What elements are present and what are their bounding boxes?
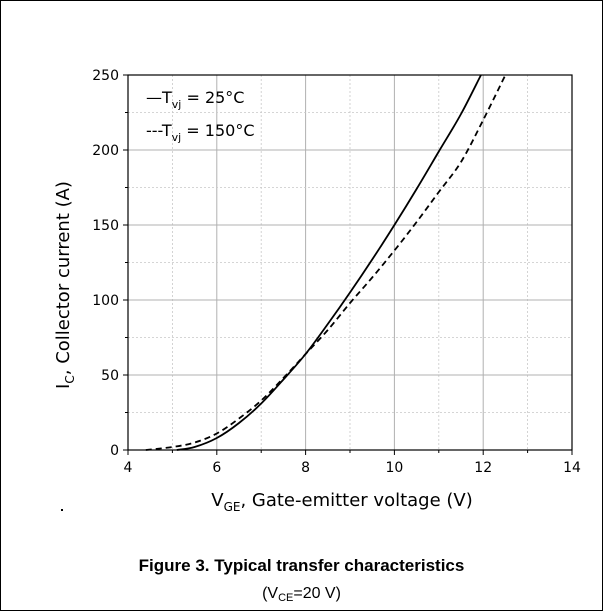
legend-entry-150c: ---Tvj = 150°C	[146, 121, 255, 144]
x-tick-label: 10	[385, 460, 403, 476]
figure-caption-title: Figure 3. Typical transfer characteristi…	[138, 556, 465, 575]
x-tick-label: 6	[212, 460, 221, 476]
series-lines	[145, 74, 507, 451]
x-tick-label: 12	[474, 460, 492, 476]
x-tick-label: 8	[301, 460, 310, 476]
y-tick-label: 250	[92, 68, 119, 84]
axis-ticks: 4 6 8 10 12 14 0 50 100 150 200 250	[92, 68, 581, 476]
legend: —Tvj = 25°C ---Tvj = 150°C	[146, 88, 255, 144]
legend-entry-25c: —Tvj = 25°C	[146, 88, 244, 111]
stray-dot	[61, 509, 63, 511]
y-tick-label: 0	[110, 443, 119, 459]
x-axis-label: VGE, Gate-emitter voltage (V)	[211, 490, 473, 514]
series-line-150c	[145, 74, 507, 451]
y-axis-label: IC, Collector current (A)	[53, 181, 77, 389]
x-tick-label: 4	[124, 460, 133, 476]
y-tick-label: 50	[101, 368, 119, 384]
y-tick-label: 150	[92, 218, 119, 234]
series-line-25c	[176, 74, 482, 451]
figure-caption-subtitle: (VCE=20 V)	[262, 585, 341, 604]
y-tick-label: 100	[92, 293, 119, 309]
grid-lines	[128, 75, 572, 450]
x-tick-label: 14	[563, 460, 581, 476]
y-tick-label: 200	[92, 143, 119, 159]
